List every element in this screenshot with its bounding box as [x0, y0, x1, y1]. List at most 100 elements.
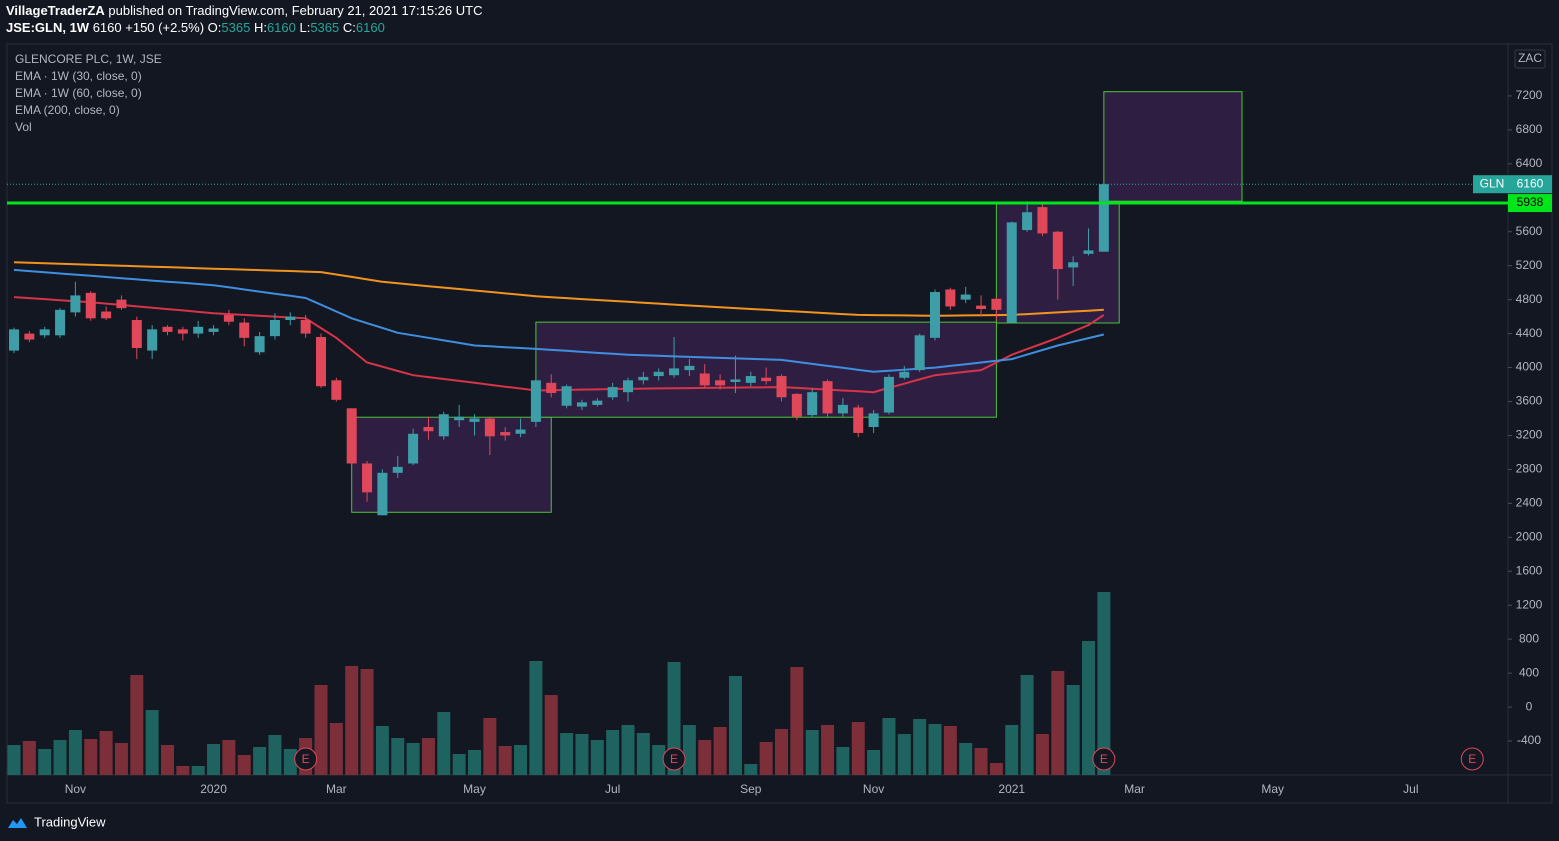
volume-bar	[621, 725, 635, 775]
candle-body	[131, 320, 142, 349]
volume-bar	[744, 764, 758, 775]
candle-body	[147, 329, 158, 351]
chart-title: GLENCORE PLC, 1W, JSE	[15, 52, 162, 66]
brand[interactable]: TradingView	[34, 814, 106, 829]
symbol-line: JSE:GLN, 1W 6160 +150 (+2.5%) O:5365 H:6…	[6, 20, 385, 35]
volume-bar	[636, 733, 650, 775]
candle-body	[623, 380, 633, 393]
volume-bar	[1020, 675, 1034, 775]
volume-bar	[7, 745, 21, 775]
currency: ZAC	[1518, 51, 1542, 65]
volume-bar	[1005, 725, 1019, 775]
legend-entry: EMA (200, close, 0)	[15, 103, 120, 117]
candle-body	[500, 432, 511, 436]
y-tick-label: 4800	[1516, 292, 1543, 306]
candle-body	[423, 426, 434, 432]
volume-bar	[253, 747, 267, 775]
candle-body	[392, 466, 403, 473]
volume-bar	[713, 727, 727, 775]
y-tick-label: 7200	[1516, 88, 1543, 102]
candle-body	[530, 380, 541, 422]
candle-body	[607, 387, 618, 398]
candle-body	[791, 393, 802, 417]
y-tick-label: -400	[1517, 733, 1541, 747]
volume-bar	[575, 734, 589, 775]
volume-bar	[867, 750, 881, 775]
currency-box	[1514, 49, 1546, 69]
candle-body	[883, 376, 894, 413]
volume-bar	[821, 725, 835, 775]
volume-bar	[22, 741, 36, 775]
candle-body	[269, 320, 280, 337]
event-marker	[294, 747, 318, 771]
candle-body	[991, 298, 1002, 310]
candle-body	[638, 376, 649, 381]
volume-bar	[1051, 671, 1065, 775]
legend-entry: EMA · 1W (30, close, 0)	[15, 69, 142, 83]
candle-body	[208, 328, 219, 332]
event-marker	[1092, 747, 1116, 771]
volume-bar	[99, 731, 113, 775]
last-price-label: 6160	[1517, 176, 1544, 190]
candle-body	[653, 371, 664, 377]
event-label: E	[1468, 752, 1476, 766]
ema-line	[13, 296, 1105, 394]
volume-bar	[1082, 641, 1095, 775]
level-label-box	[1508, 194, 1552, 213]
ohlc-value: 5365	[310, 20, 339, 35]
volume-bar	[283, 749, 297, 775]
volume-bar	[1035, 734, 1049, 775]
volume-bar	[391, 738, 405, 775]
legend-entry: EMA · 1W (60, close, 0)	[15, 86, 142, 100]
volume-bar	[84, 739, 98, 775]
candle-body	[1052, 231, 1063, 270]
volume-bar	[989, 763, 1003, 775]
volume-bar	[897, 734, 911, 775]
candle-body	[346, 408, 357, 464]
volume-bar	[544, 695, 558, 775]
candle-body	[853, 407, 864, 433]
logo	[8, 818, 27, 828]
candle-body	[715, 380, 726, 386]
y-tick-label: 1200	[1516, 597, 1543, 611]
volume-bar	[805, 730, 819, 775]
volume-bar	[498, 746, 512, 775]
candle-body	[761, 377, 772, 382]
x-tick-label: Nov	[863, 782, 884, 796]
candle-body	[193, 326, 204, 334]
volume-bar	[790, 667, 804, 775]
x-tick-label: 2021	[998, 782, 1025, 796]
ohlc-label: H:	[254, 20, 267, 35]
symbol: JSE:GLN, 1W	[6, 20, 90, 35]
volume-bar	[38, 749, 52, 775]
candle-body	[362, 463, 373, 493]
volume-bar	[882, 718, 896, 775]
candle-body	[515, 429, 526, 434]
volume-bar	[130, 675, 144, 775]
published: published on TradingView.com, February 2…	[108, 3, 482, 18]
volume-bar	[145, 710, 159, 775]
candle-body	[1022, 212, 1033, 231]
volume-bar	[237, 755, 251, 775]
volume-bar	[452, 754, 466, 775]
candle-body	[469, 418, 480, 422]
candle-body	[945, 289, 956, 307]
volume-bar	[836, 747, 850, 775]
volume-bar	[345, 666, 359, 775]
candle-body	[285, 316, 296, 321]
volume-bar	[560, 733, 574, 775]
y-tick-label: 4400	[1516, 326, 1543, 340]
volume-bar	[53, 740, 67, 775]
volume-bar	[222, 740, 236, 775]
volume-bar	[682, 725, 696, 775]
candle-body	[331, 380, 342, 400]
candle-body	[438, 414, 449, 437]
candle-body	[930, 292, 940, 338]
volume-bar	[667, 662, 681, 775]
plot: EMA · 1W (30, close, 0) EMA · 1W (60, clo…	[7, 69, 1508, 775]
volume-bar	[974, 748, 988, 775]
candle-body	[899, 371, 910, 378]
y-tick-label: 6400	[1516, 156, 1543, 170]
candle-body	[408, 433, 419, 464]
candle-body	[177, 329, 188, 334]
